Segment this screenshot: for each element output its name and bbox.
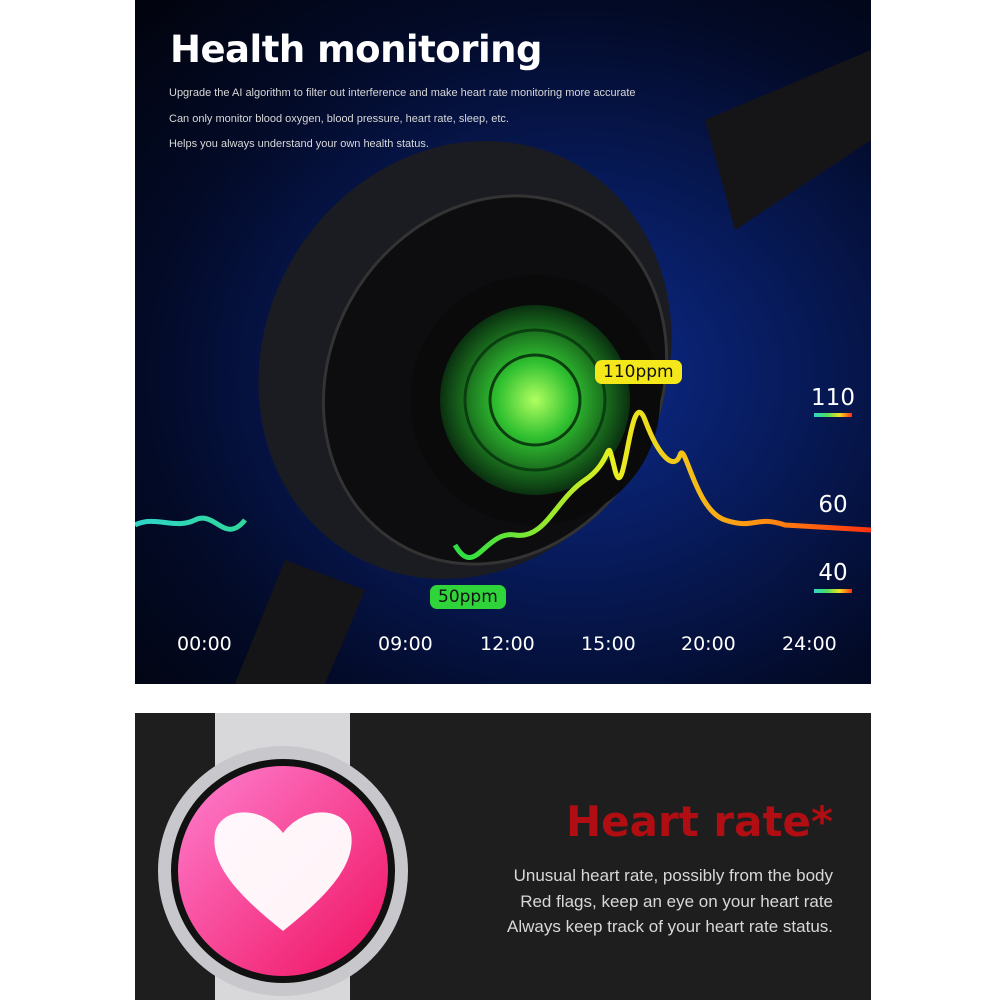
- time-label: 12:00: [480, 633, 535, 655]
- watch-face-illustration: [158, 713, 408, 1000]
- time-label: 15:00: [581, 633, 636, 655]
- badge-low: 50ppm: [430, 585, 506, 609]
- page-title: Health monitoring: [170, 28, 542, 71]
- heart-icon: [214, 812, 352, 931]
- heart-rate-wave: [135, 409, 871, 560]
- description-line: Always keep track of your heart rate sta…: [507, 917, 833, 936]
- watch-illustration: [135, 50, 871, 684]
- time-label: 24:00: [782, 633, 837, 655]
- time-label: 09:00: [378, 633, 433, 655]
- description-line: Helps you always understand your own hea…: [169, 138, 429, 150]
- description-line: Unusual heart rate, possibly from the bo…: [513, 866, 833, 885]
- health-monitoring-panel: Health monitoring Upgrade the AI algorit…: [135, 0, 871, 684]
- scale-60: 60: [818, 492, 848, 518]
- scale-bar: [814, 413, 852, 417]
- description-line: Upgrade the AI algorithm to filter out i…: [169, 87, 636, 99]
- scale-40: 40: [818, 560, 848, 586]
- scale-110: 110: [811, 385, 855, 411]
- badge-high: 110ppm: [595, 360, 682, 384]
- heart-rate-panel: Heart rate* Unusual heart rate, possibly…: [135, 713, 871, 1000]
- time-label: 00:00: [177, 633, 232, 655]
- description-line: Can only monitor blood oxygen, blood pre…: [169, 113, 509, 125]
- time-label: 20:00: [681, 633, 736, 655]
- scale-bar: [814, 589, 852, 593]
- heart-rate-title: Heart rate*: [566, 797, 833, 846]
- description-line: Red flags, keep an eye on your heart rat…: [520, 892, 833, 911]
